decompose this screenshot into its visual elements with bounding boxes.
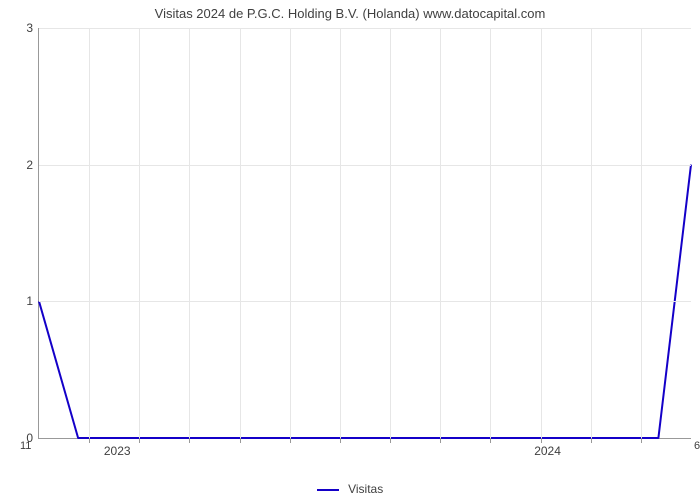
x-tickmark (541, 438, 542, 443)
chart-container: Visitas 2024 de P.G.C. Holding B.V. (Hol… (0, 0, 700, 500)
grid-line-v (89, 28, 90, 438)
x-tickmark (340, 438, 341, 443)
grid-line-v (189, 28, 190, 438)
x-tickmark (139, 438, 140, 443)
x-tickmark (390, 438, 391, 443)
grid-line-h (39, 28, 691, 29)
x-tickmark (290, 438, 291, 443)
ytick-label: 2 (26, 158, 33, 172)
grid-line-v (290, 28, 291, 438)
x-tickmark (189, 438, 190, 443)
grid-line-v (541, 28, 542, 438)
x-tickmark (490, 438, 491, 443)
x-tickmark (641, 438, 642, 443)
grid-line-v (641, 28, 642, 438)
grid-line-v (240, 28, 241, 438)
chart-title: Visitas 2024 de P.G.C. Holding B.V. (Hol… (0, 6, 700, 21)
x-tickmark (591, 438, 592, 443)
grid-line-h (39, 165, 691, 166)
corner-label-bottom-right: 6 (694, 440, 700, 452)
grid-line-v (340, 28, 341, 438)
ytick-label: 3 (26, 21, 33, 35)
xtick-label: 2023 (104, 444, 131, 458)
legend: Visitas (0, 482, 700, 496)
grid-line-v (591, 28, 592, 438)
x-tickmark (89, 438, 90, 443)
grid-line-v (490, 28, 491, 438)
legend-label: Visitas (348, 482, 383, 496)
ytick-label: 1 (26, 294, 33, 308)
corner-label-bottom-left: 11 (20, 440, 31, 452)
grid-line-h (39, 301, 691, 302)
x-tickmark (440, 438, 441, 443)
x-tickmark (240, 438, 241, 443)
xtick-label: 2024 (534, 444, 561, 458)
grid-line-v (139, 28, 140, 438)
grid-line-v (440, 28, 441, 438)
grid-line-v (390, 28, 391, 438)
plot-area: 012320232024 (38, 28, 691, 439)
legend-swatch (317, 489, 339, 491)
line-series (39, 28, 691, 438)
